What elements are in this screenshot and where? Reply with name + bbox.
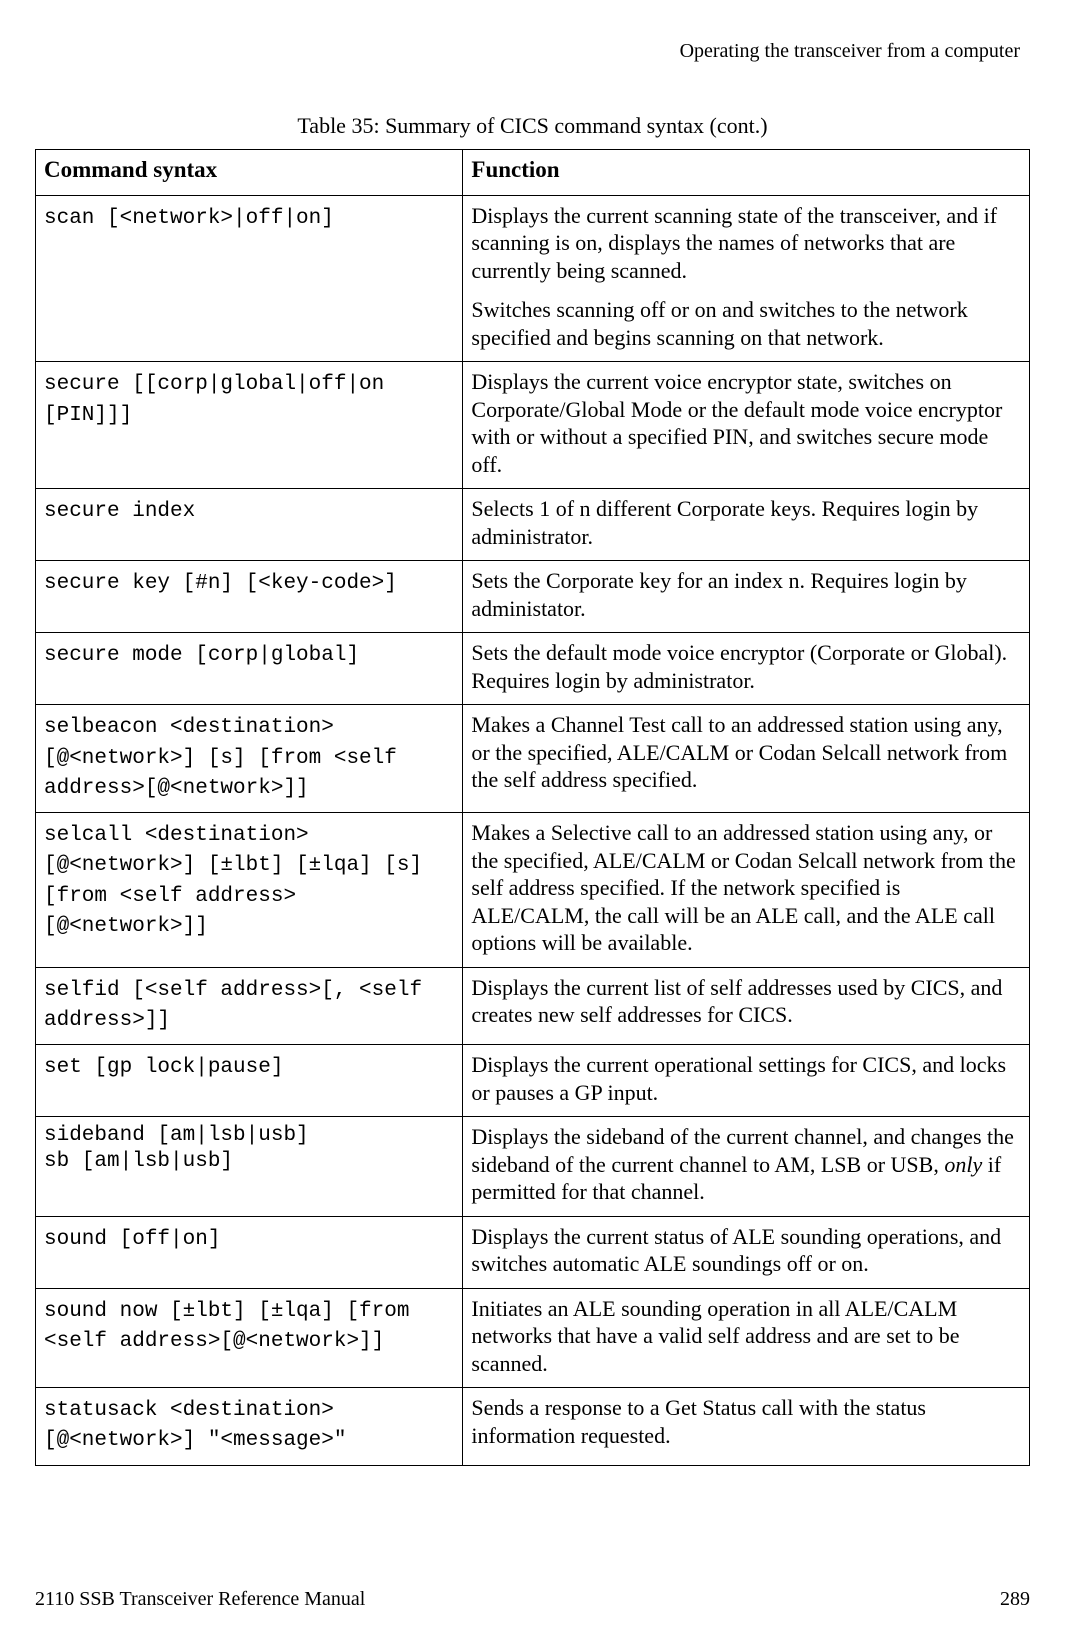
table-row: secure key [#n] [<key-code>] Sets the Co… bbox=[36, 561, 1030, 633]
table-row: scan [<network>|off|on] Displays the cur… bbox=[36, 195, 1030, 362]
cell-syntax: scan [<network>|off|on] bbox=[36, 195, 463, 362]
cell-syntax: secure index bbox=[36, 489, 463, 561]
function-text: Switches scanning off or on and switches… bbox=[471, 296, 1021, 351]
cell-function: Sets the default mode voice encryptor (C… bbox=[463, 633, 1030, 705]
table-row: set [gp lock|pause] Displays the current… bbox=[36, 1045, 1030, 1117]
syntax-text: secure [[corp|global|off|on [PIN]]] bbox=[44, 373, 384, 426]
cell-function: Displays the current list of self addres… bbox=[463, 967, 1030, 1045]
table-row: statusack <destination>[@<network>] "<me… bbox=[36, 1388, 1030, 1466]
syntax-text: selcall <destination>[@<network>] [±lbt]… bbox=[44, 824, 422, 938]
cell-function: Displays the current operational setting… bbox=[463, 1045, 1030, 1117]
syntax-text: selbeacon <destination>[@<network>] [s] … bbox=[44, 716, 397, 800]
function-text: Sets the Corporate key for an index n. R… bbox=[471, 567, 1021, 622]
function-text: Displays the current voice encryptor sta… bbox=[471, 368, 1021, 478]
table-row: selcall <destination>[@<network>] [±lbt]… bbox=[36, 813, 1030, 968]
function-text: Initiates an ALE sounding operation in a… bbox=[471, 1295, 1021, 1378]
table-row: sound now [±lbt] [±lqa] [from <self addr… bbox=[36, 1288, 1030, 1388]
syntax-text: secure index bbox=[44, 500, 195, 523]
syntax-text: statusack <destination>[@<network>] "<me… bbox=[44, 1399, 346, 1452]
syntax-text: set [gp lock|pause] bbox=[44, 1056, 283, 1079]
syntax-text: sb [am|lsb|usb] bbox=[44, 1149, 454, 1175]
syntax-text: selfid [<self address>[, <self address>]… bbox=[44, 979, 422, 1032]
cell-function: Selects 1 of n different Corporate keys.… bbox=[463, 489, 1030, 561]
function-text: Selects 1 of n different Corporate keys.… bbox=[471, 495, 1021, 550]
function-text: Makes a Channel Test call to an addresse… bbox=[471, 711, 1021, 794]
cell-function: Displays the current scanning state of t… bbox=[463, 195, 1030, 362]
syntax-text: secure key [#n] [<key-code>] bbox=[44, 572, 397, 595]
cell-syntax: selbeacon <destination>[@<network>] [s] … bbox=[36, 705, 463, 813]
footer-manual-title: 2110 SSB Transceiver Reference Manual bbox=[35, 1588, 365, 1611]
cell-function: Displays the current status of ALE sound… bbox=[463, 1216, 1030, 1288]
cell-function: Displays the current voice encryptor sta… bbox=[463, 362, 1030, 489]
col-header-syntax: Command syntax bbox=[36, 150, 463, 196]
syntax-text: sideband [am|lsb|usb] bbox=[44, 1123, 454, 1149]
function-text: Makes a Selective call to an addressed s… bbox=[471, 819, 1021, 957]
col-header-function: Function bbox=[463, 150, 1030, 196]
cell-syntax: statusack <destination>[@<network>] "<me… bbox=[36, 1388, 463, 1466]
table-row: secure index Selects 1 of n different Co… bbox=[36, 489, 1030, 561]
cell-function: Displays the sideband of the current cha… bbox=[463, 1117, 1030, 1217]
cell-function: Initiates an ALE sounding operation in a… bbox=[463, 1288, 1030, 1388]
cell-syntax: secure key [#n] [<key-code>] bbox=[36, 561, 463, 633]
cell-function: Makes a Selective call to an addressed s… bbox=[463, 813, 1030, 968]
table-row: selfid [<self address>[, <self address>]… bbox=[36, 967, 1030, 1045]
cell-syntax: secure mode [corp|global] bbox=[36, 633, 463, 705]
cell-syntax: sideband [am|lsb|usb] sb [am|lsb|usb] bbox=[36, 1117, 463, 1217]
cell-syntax: sound [off|on] bbox=[36, 1216, 463, 1288]
page-footer: 2110 SSB Transceiver Reference Manual 28… bbox=[35, 1588, 1030, 1611]
cell-syntax: set [gp lock|pause] bbox=[36, 1045, 463, 1117]
function-text-pre: Displays the sideband of the current cha… bbox=[471, 1124, 1013, 1177]
cell-syntax: sound now [±lbt] [±lqa] [from <self addr… bbox=[36, 1288, 463, 1388]
function-text: Displays the current status of ALE sound… bbox=[471, 1223, 1021, 1278]
table-row: secure [[corp|global|off|on [PIN]]] Disp… bbox=[36, 362, 1030, 489]
syntax-text: sound now [±lbt] [±lqa] [from <self addr… bbox=[44, 1300, 409, 1353]
cell-syntax: selfid [<self address>[, <self address>]… bbox=[36, 967, 463, 1045]
syntax-text: sound [off|on] bbox=[44, 1228, 220, 1251]
footer-page-number: 289 bbox=[1000, 1588, 1030, 1611]
table-row: secure mode [corp|global] Sets the defau… bbox=[36, 633, 1030, 705]
table-title: Table 35: Summary of CICS command syntax… bbox=[35, 113, 1030, 139]
function-text-italic: only bbox=[944, 1152, 982, 1177]
cell-syntax: selcall <destination>[@<network>] [±lbt]… bbox=[36, 813, 463, 968]
syntax-text: secure mode [corp|global] bbox=[44, 644, 359, 667]
function-text: Sends a response to a Get Status call wi… bbox=[471, 1394, 1021, 1449]
table-row: sideband [am|lsb|usb] sb [am|lsb|usb] Di… bbox=[36, 1117, 1030, 1217]
cell-function: Sends a response to a Get Status call wi… bbox=[463, 1388, 1030, 1466]
table-row: sound [off|on] Displays the current stat… bbox=[36, 1216, 1030, 1288]
function-text: Sets the default mode voice encryptor (C… bbox=[471, 639, 1021, 694]
function-text: Displays the current list of self addres… bbox=[471, 974, 1021, 1029]
header-section-title: Operating the transceiver from a compute… bbox=[35, 40, 1030, 63]
syntax-text: scan [<network>|off|on] bbox=[44, 207, 334, 230]
table-header-row: Command syntax Function bbox=[36, 150, 1030, 196]
table-row: selbeacon <destination>[@<network>] [s] … bbox=[36, 705, 1030, 813]
function-text: Displays the sideband of the current cha… bbox=[471, 1123, 1021, 1206]
function-text: Displays the current scanning state of t… bbox=[471, 202, 1021, 285]
function-text: Displays the current operational setting… bbox=[471, 1051, 1021, 1106]
cell-function: Makes a Channel Test call to an addresse… bbox=[463, 705, 1030, 813]
cell-syntax: secure [[corp|global|off|on [PIN]]] bbox=[36, 362, 463, 489]
cell-function: Sets the Corporate key for an index n. R… bbox=[463, 561, 1030, 633]
command-syntax-table: Command syntax Function scan [<network>|… bbox=[35, 149, 1030, 1466]
